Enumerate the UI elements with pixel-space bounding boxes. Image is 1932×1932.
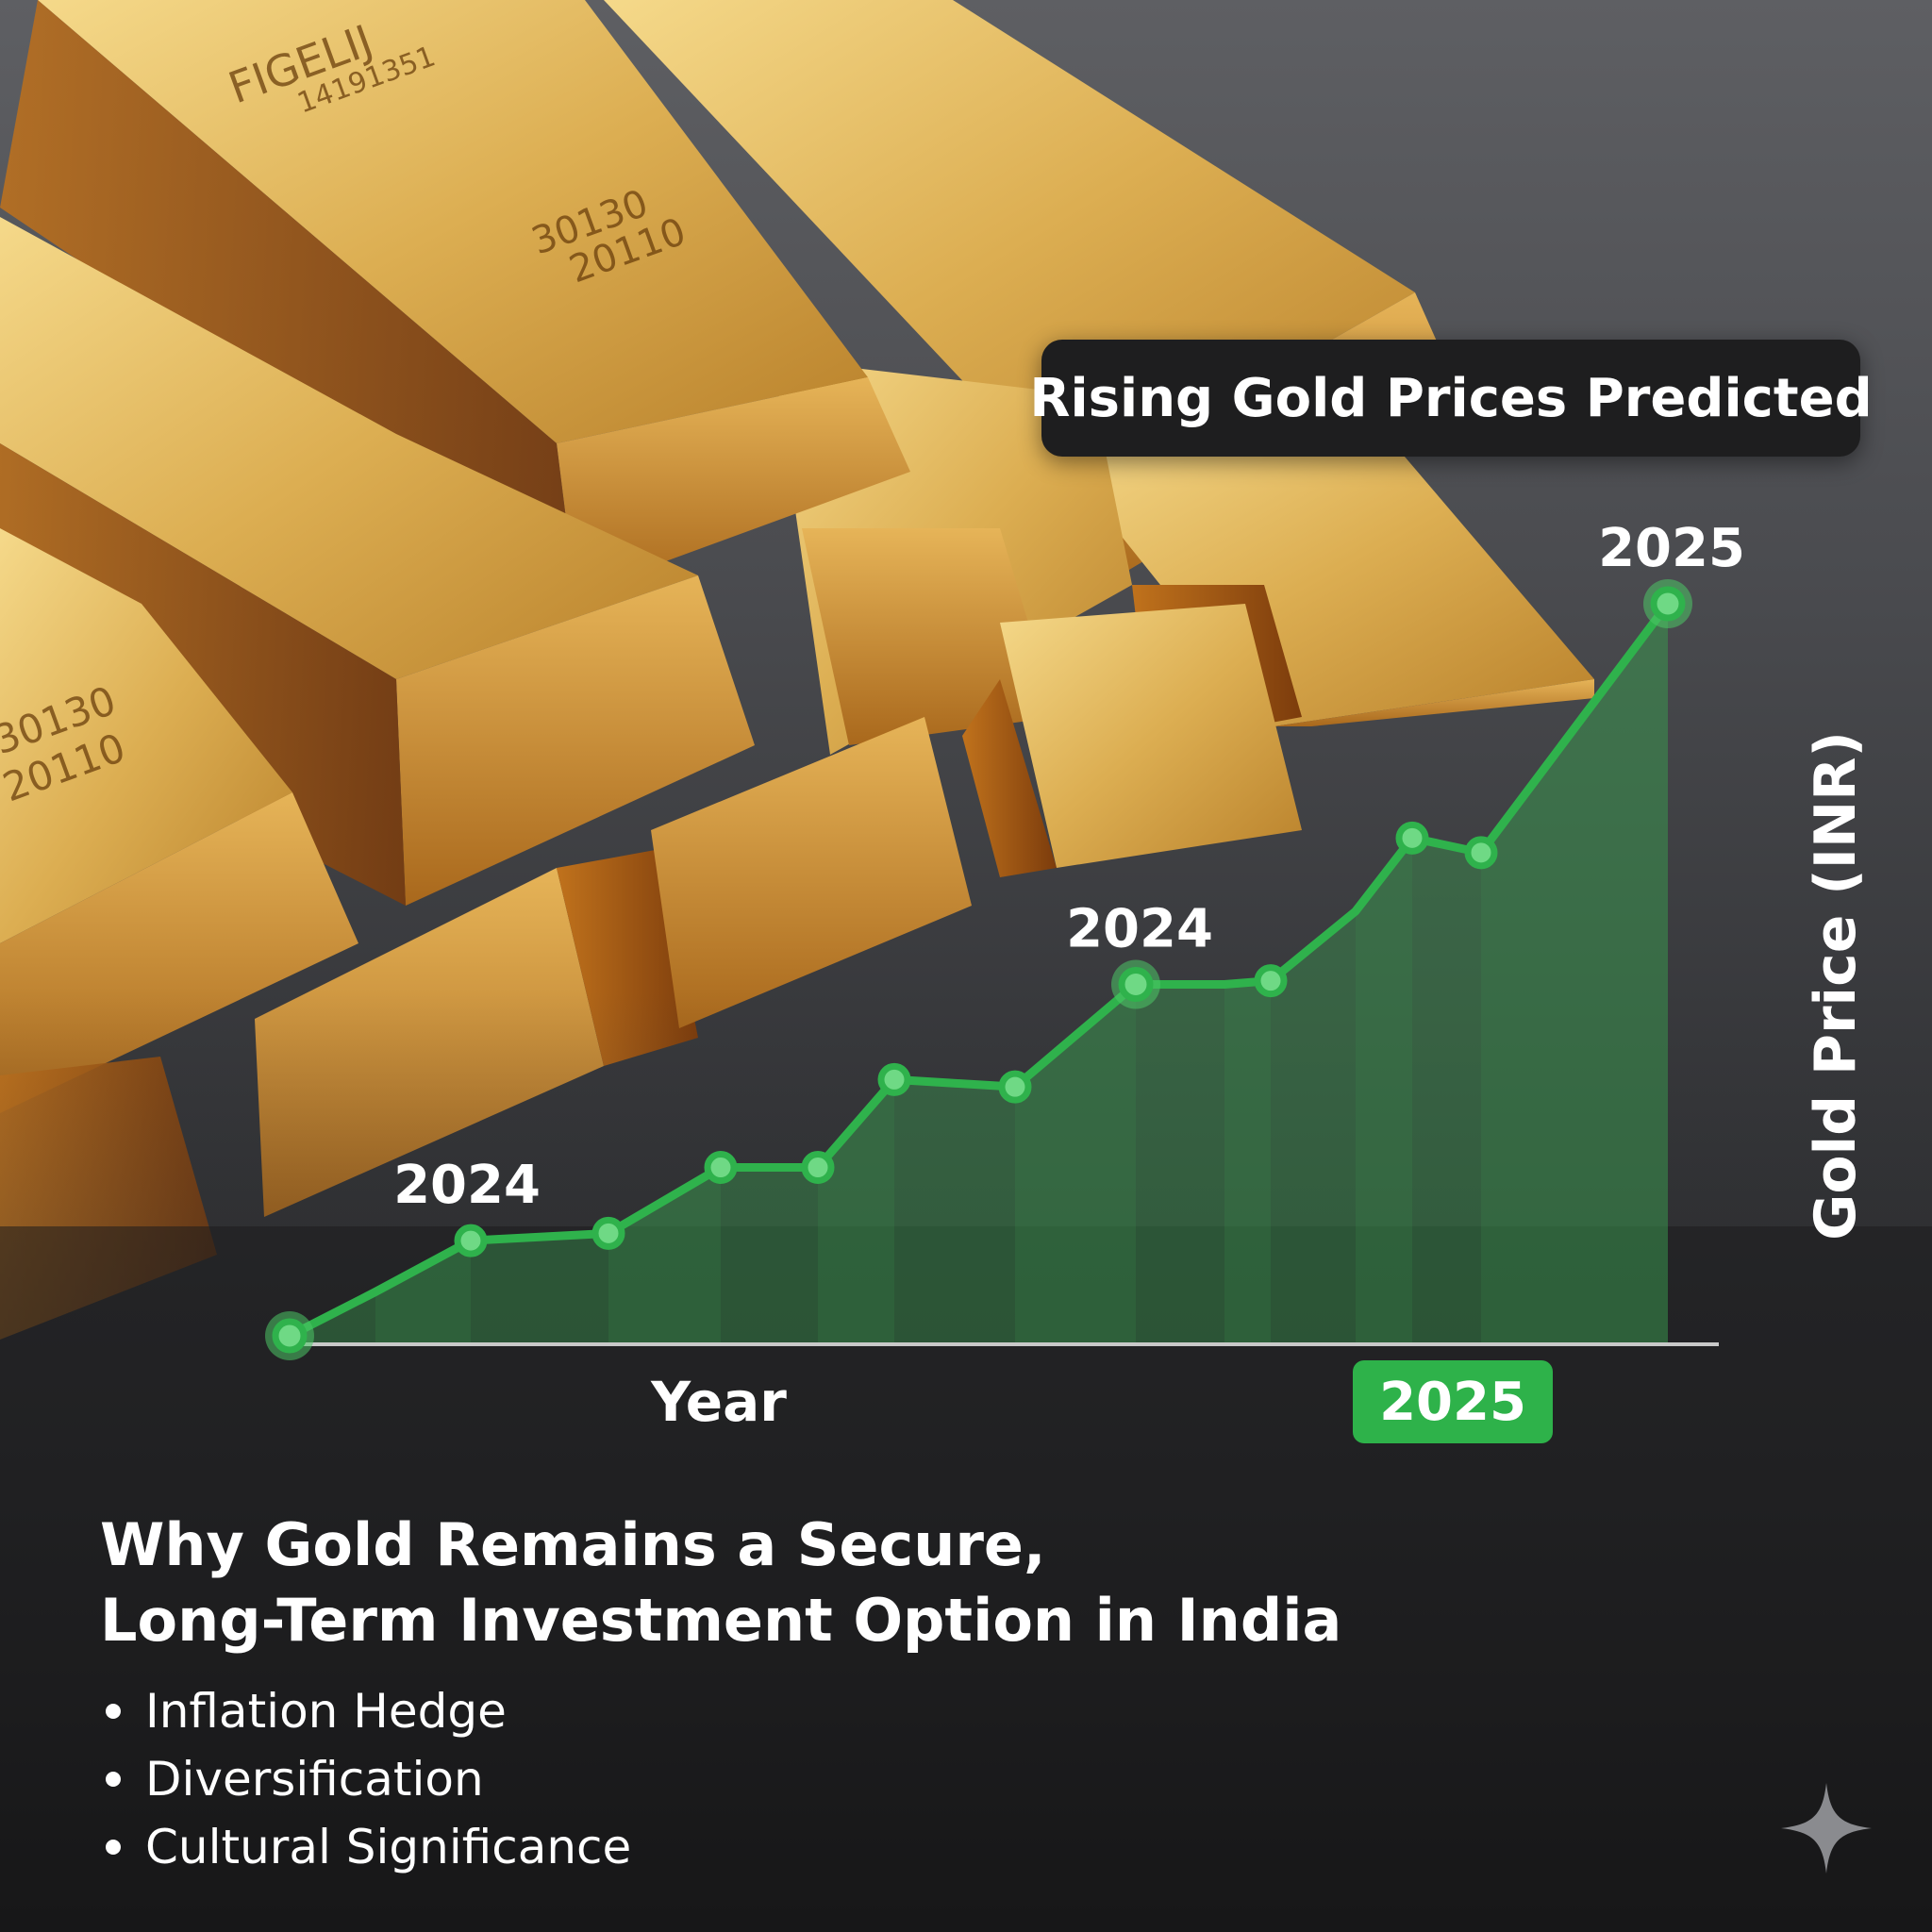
price-markers	[265, 579, 1692, 1360]
area-segment	[1356, 838, 1412, 1344]
benefit-item: Cultural Significance	[106, 1813, 631, 1881]
point-marker	[1118, 967, 1154, 1003]
area-segment	[894, 1079, 1015, 1344]
point-marker	[1254, 964, 1288, 998]
gold-bar-lower-b	[651, 717, 972, 1028]
gold-bar-middle-left	[0, 217, 755, 906]
price-area	[290, 604, 1668, 1344]
point-annotations: 2024 2024 2025	[393, 518, 1745, 1216]
benefit-item-label: Inflation Hedge	[145, 1684, 507, 1739]
bullet-dot-icon	[106, 1772, 121, 1787]
area-segment	[1136, 984, 1224, 1344]
area-segment	[721, 1167, 818, 1344]
x-axis-year-badge: 2025	[1353, 1360, 1553, 1443]
gold-bar-top-left: FIGELIJ 14191351 30130 20110	[0, 0, 910, 594]
bullet-dot-icon	[106, 1704, 121, 1719]
point-marker	[801, 1151, 835, 1185]
sparkle-icon	[1781, 1783, 1872, 1874]
point-marker	[1464, 836, 1498, 870]
point-marker	[1395, 821, 1429, 855]
headline: Why Gold Remains a Secure, Long-Term Inv…	[100, 1507, 1421, 1658]
title-badge-text: Rising Gold Prices Predicted	[1029, 367, 1873, 429]
point-annotation-label: 2024	[1066, 899, 1213, 960]
area-segment	[375, 1241, 471, 1344]
point-marker	[591, 1216, 625, 1250]
point-marker	[704, 1151, 738, 1185]
point-marker	[454, 1224, 488, 1257]
point-annotation-label: 2025	[1598, 518, 1745, 579]
benefit-item: Inflation Hedge	[106, 1677, 631, 1745]
point-marker	[998, 1070, 1032, 1104]
bullet-dot-icon	[106, 1840, 121, 1855]
point-annotation-label: 2024	[393, 1155, 541, 1216]
headline-line-1: Why Gold Remains a Secure,	[100, 1510, 1046, 1579]
headline-line-2: Long-Term Investment Option in India	[100, 1586, 1342, 1655]
area-segment	[1271, 910, 1356, 1344]
point-marker	[1650, 586, 1686, 622]
area-segment	[1015, 984, 1136, 1344]
x-axis-label: Year	[650, 1370, 787, 1434]
benefit-list: Inflation Hedge Diversification Cultural…	[106, 1677, 631, 1881]
point-marker	[877, 1062, 911, 1096]
area-segment	[608, 1167, 721, 1344]
area-segment	[1481, 604, 1668, 1344]
benefit-item: Diversification	[106, 1745, 631, 1813]
gold-bar-row2-d	[962, 604, 1302, 877]
benefit-item-label: Diversification	[145, 1752, 484, 1807]
benefit-item-label: Cultural Significance	[145, 1820, 632, 1874]
area-segment	[1224, 980, 1271, 1344]
point-marker	[272, 1318, 308, 1354]
x-axis-year-badge-text: 2025	[1379, 1371, 1526, 1433]
y-axis-label: Gold Price (INR)	[1803, 731, 1869, 1241]
title-badge: Rising Gold Prices Predicted	[1029, 340, 1873, 457]
area-segment	[471, 1233, 608, 1344]
area-segment	[1412, 838, 1481, 1344]
